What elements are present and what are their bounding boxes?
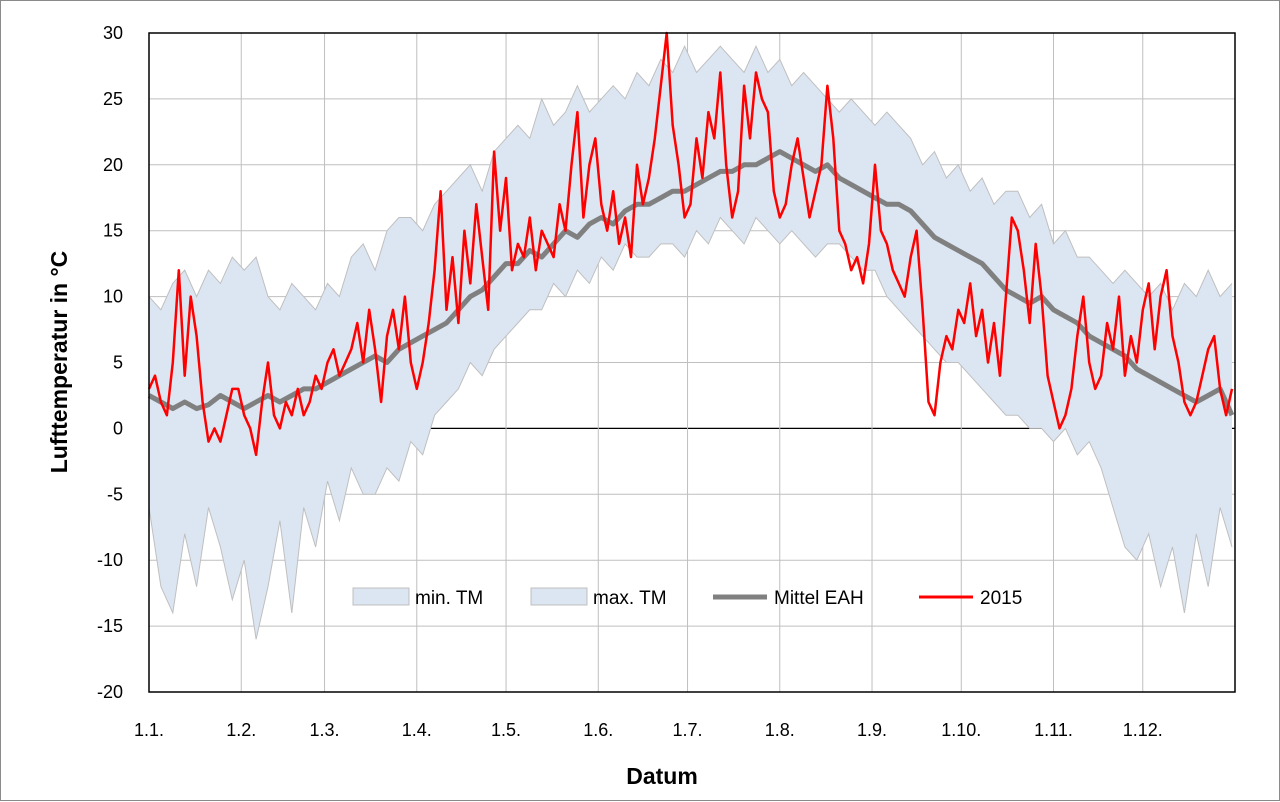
plot-border — [148, 32, 1236, 693]
y-tick-label: 20 — [103, 155, 123, 175]
x-tick-label: 1.9. — [857, 720, 887, 740]
x-tick-label: 1.11. — [1034, 720, 1073, 740]
x-tick-label: 1.7. — [673, 720, 703, 740]
y-tick-label: 25 — [103, 89, 123, 109]
series-line-2015 — [147, 31, 1234, 457]
y-tick-label: -10 — [97, 550, 123, 570]
legend-label-mittel-eah: Mittel EAH — [774, 588, 864, 609]
x-tick-label: 1.10. — [941, 720, 981, 740]
legend-swatch-min-tm — [352, 587, 410, 606]
y-tick-label: -20 — [97, 682, 123, 702]
y-axis-title: Lufttemperatur in °C — [46, 251, 72, 474]
x-axis-title: Datum — [626, 763, 698, 789]
min-max-band — [148, 44, 1233, 640]
y-tick-label: 30 — [103, 23, 123, 43]
x-tick-label: 1.12. — [1123, 720, 1163, 740]
x-tick-label: 1.2. — [226, 720, 256, 740]
x-tick-label: 1.8. — [765, 720, 795, 740]
x-tick-label: 1.4. — [402, 720, 432, 740]
y-tick-label: 5 — [113, 353, 123, 373]
legend-label-min-tm: min. TM — [415, 588, 483, 609]
series-lines — [147, 31, 1235, 457]
x-tick-label: 1.1. — [134, 720, 164, 740]
y-tick-label: -5 — [107, 484, 123, 504]
y-tick-label: 10 — [103, 287, 123, 307]
min-max-band-area — [149, 46, 1232, 640]
series-line-min-tm — [148, 216, 1233, 640]
legend: min. TM max. TM Mittel EAH 2015 — [352, 587, 1022, 609]
legend-swatch-max-tm — [530, 587, 588, 606]
legend-label-2015: 2015 — [980, 588, 1022, 609]
y-tick-label: -15 — [97, 616, 123, 636]
y-tick-label: 15 — [103, 221, 123, 241]
x-tick-label: 1.3. — [310, 720, 340, 740]
legend-label-max-tm: max. TM — [593, 588, 667, 609]
x-tick-label: 1.6. — [583, 720, 613, 740]
series-line-max-tm — [148, 44, 1233, 312]
x-tick-label: 1.5. — [491, 720, 521, 740]
series-line-mittel-eah — [147, 149, 1235, 417]
y-tick-label: 0 — [113, 418, 123, 438]
